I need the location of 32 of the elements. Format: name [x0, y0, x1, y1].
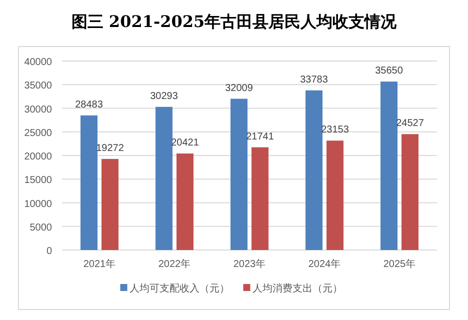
bar	[252, 147, 268, 250]
data-label: 35650	[375, 66, 404, 77]
y-tick-label: 10000	[24, 198, 52, 210]
x-tick-label: 2024年	[308, 258, 341, 270]
bar	[402, 134, 418, 250]
y-tick-label: 40000	[24, 57, 52, 68]
x-tick-label: 2025年	[383, 258, 416, 270]
y-tick-label: 15000	[24, 175, 52, 186]
y-tick-label: 5000	[30, 222, 52, 234]
bar	[380, 82, 398, 250]
data-label: 30293	[150, 90, 178, 102]
y-tick-label: 30000	[24, 104, 52, 116]
data-label: 28483	[75, 99, 104, 110]
y-tick-label: 35000	[24, 80, 52, 92]
bar	[176, 154, 194, 250]
x-tick-label: 2021年	[83, 258, 116, 270]
bar	[102, 158, 118, 250]
y-tick-label: 20000	[24, 152, 52, 162]
legend-label: 人均消费支出（元）	[252, 282, 342, 294]
bar	[230, 98, 248, 250]
x-tick-label: 2023年	[233, 258, 266, 270]
bar	[306, 90, 322, 250]
chart-title: 图三 2021-2025年古田县居民人均收支情况	[71, 12, 398, 31]
data-label: 32009	[225, 82, 254, 94]
x-tick-label: 2022年	[158, 258, 191, 270]
bar	[80, 115, 98, 250]
data-label: 33783	[300, 74, 328, 86]
bar	[156, 106, 172, 250]
y-tick-label: 0	[46, 246, 52, 257]
y-tick-label: 25000	[24, 128, 52, 139]
legend-label: 人均可支配收入（元）	[129, 282, 230, 294]
bar	[326, 140, 344, 250]
